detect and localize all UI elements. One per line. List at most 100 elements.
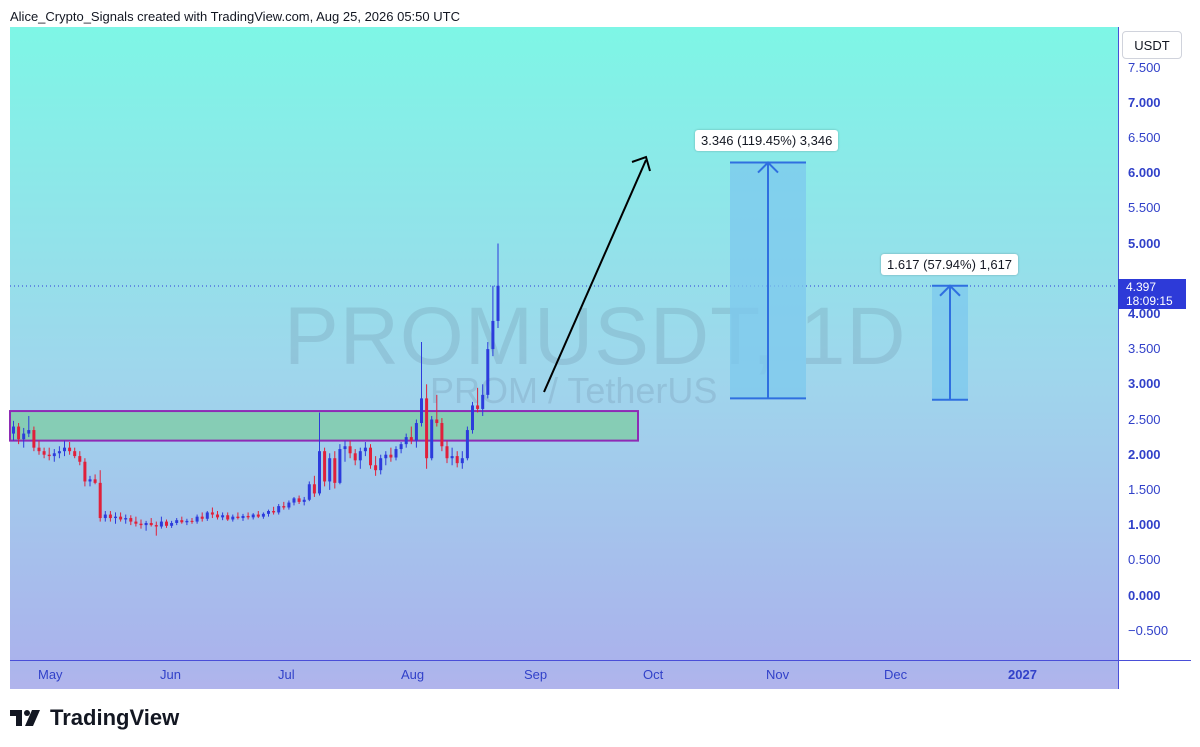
candle-body: [435, 419, 439, 424]
candle-body: [57, 451, 61, 454]
candle-body: [134, 521, 138, 524]
candle-body: [231, 516, 235, 520]
candle-body: [119, 516, 123, 520]
price-tick-label: 0.000: [1128, 587, 1161, 603]
candle-body: [460, 458, 464, 464]
candle-body: [389, 454, 393, 458]
measure-arrowhead: [757, 161, 779, 174]
time-tick-label: May: [38, 667, 63, 682]
candle-body: [165, 521, 168, 526]
time-tick-label: Jul: [278, 667, 295, 682]
candle-body: [42, 451, 46, 455]
candle-body: [108, 514, 112, 519]
measure-label-2: 1.617 (57.94%) 1,617: [881, 254, 1019, 275]
candle-body: [63, 447, 66, 452]
candle-body: [455, 456, 459, 464]
candle-body: [210, 512, 214, 515]
candle-body: [353, 453, 357, 461]
currency-unit-button[interactable]: USDT: [1122, 31, 1182, 59]
projection-arrowhead: [631, 155, 651, 172]
price-tick-label: 5.500: [1128, 200, 1161, 216]
projection-arrow: [543, 159, 647, 393]
footer-logo: TradingView: [10, 705, 179, 731]
candle-body: [496, 285, 500, 321]
tradingview-brand: TradingView: [50, 705, 180, 730]
candle-body: [282, 506, 286, 508]
candle-body: [312, 484, 316, 494]
measure-arrowhead: [939, 284, 961, 297]
candle-body: [144, 522, 148, 526]
candle-body: [277, 506, 281, 513]
candle-body: [251, 514, 255, 518]
candle-body: [73, 451, 77, 457]
candle-body: [440, 423, 444, 447]
time-tick-label: Sep: [524, 667, 548, 682]
candle-body: [297, 498, 301, 502]
tradingview-logo-icon: [10, 710, 40, 726]
price-tick-label: 5.000: [1128, 235, 1161, 251]
time-tick-label: 2027: [1008, 667, 1037, 682]
price-tick-label: 0.500: [1128, 552, 1161, 568]
candle-body: [159, 521, 163, 527]
candle-body: [22, 433, 26, 440]
candle-body: [338, 449, 342, 483]
candle-body: [175, 520, 179, 523]
axis-corner: [1118, 660, 1191, 689]
price-tick-label: 3.000: [1128, 376, 1161, 392]
price-axis[interactable]: [1118, 27, 1191, 688]
candle-body: [103, 514, 107, 519]
candle-body: [358, 451, 362, 461]
candle-body: [399, 444, 403, 450]
candle-body: [374, 465, 378, 471]
time-tick-label: Jun: [160, 667, 181, 682]
candle-body: [226, 515, 230, 520]
candle-body: [27, 430, 31, 434]
price-tick-label: 6.000: [1128, 165, 1161, 181]
candle-body: [52, 453, 56, 457]
candle-body: [149, 522, 153, 526]
candle-body: [83, 461, 87, 482]
candle-body: [471, 405, 474, 431]
candle-body: [465, 430, 469, 459]
price-tick-label: 4.000: [1128, 305, 1161, 321]
price-tick-label: 2.500: [1128, 411, 1161, 427]
time-tick-label: Nov: [766, 667, 790, 682]
chart-attribution: Alice_Crypto_Signals created with Tradin…: [10, 9, 460, 24]
candle-body: [88, 479, 92, 482]
candle-body: [124, 518, 128, 520]
candle-body: [425, 398, 429, 459]
candle-body: [287, 502, 291, 508]
support-zone: [9, 410, 639, 442]
candle-body: [394, 449, 398, 458]
candle-body: [12, 426, 15, 434]
candle-body: [409, 437, 413, 441]
candle-body: [450, 456, 454, 459]
candle-body: [195, 516, 199, 522]
time-axis[interactable]: [10, 660, 1118, 689]
time-tick-label: Dec: [884, 667, 908, 682]
bar-countdown: 18:09:15: [1126, 294, 1173, 308]
price-tick-label: 7.500: [1128, 59, 1161, 75]
candle-body: [37, 447, 41, 452]
candle-body: [430, 419, 434, 459]
candle-body: [205, 512, 209, 519]
candle-body: [68, 447, 72, 452]
price-tick-label: 1.000: [1128, 517, 1161, 533]
candle-body: [481, 394, 485, 409]
candle-body: [47, 454, 51, 457]
candle-body: [78, 456, 82, 462]
candle-body: [414, 423, 418, 441]
candle-body: [98, 482, 102, 519]
candle-body: [292, 498, 296, 503]
candle-body: [486, 349, 490, 395]
candle-body: [256, 514, 260, 517]
candle-body: [323, 451, 327, 482]
price-tick-label: 1.500: [1128, 481, 1161, 497]
candle-body: [241, 515, 245, 519]
candle-body: [236, 516, 240, 519]
candle-body: [154, 525, 158, 527]
candle-body: [267, 511, 270, 514]
candle-body: [190, 520, 194, 522]
candle-body: [445, 446, 449, 459]
